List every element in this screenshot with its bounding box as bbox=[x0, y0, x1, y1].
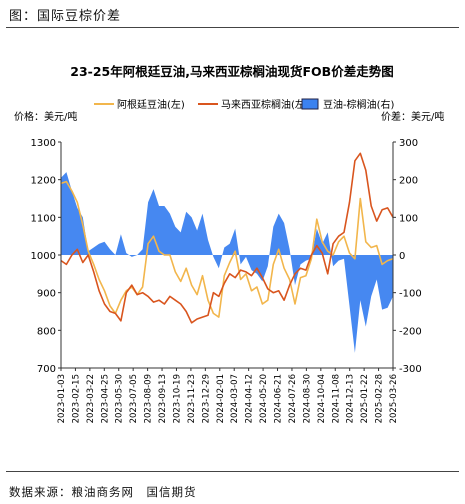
x-tick-label: 2024-12-13 bbox=[346, 374, 356, 423]
right-tick-label: 300 bbox=[399, 138, 418, 149]
chart-legend: 阿根廷豆油(左) 马来西亚棕榈油(左) 豆油-棕榈油(右) bbox=[94, 98, 395, 111]
data-source-note: 数据来源：粮油商务网 国信期货 bbox=[9, 485, 197, 499]
x-tick-label: 2023-05-30 bbox=[115, 374, 125, 423]
plot-area bbox=[60, 152, 394, 353]
x-tick-label: 2023-08-09 bbox=[144, 374, 154, 423]
x-tick-label: 2024-06-21 bbox=[274, 374, 284, 423]
x-tick-label: 2025-03-26 bbox=[389, 374, 399, 423]
right-tick-label: -100 bbox=[399, 289, 422, 300]
bottom-divider bbox=[6, 471, 459, 472]
right-tick-label: 0 bbox=[399, 251, 405, 262]
argentina-soyoil-line bbox=[60, 180, 394, 318]
x-tick-label: 2023-07-05 bbox=[129, 374, 139, 423]
x-tick-label: 2025-02-28 bbox=[375, 374, 385, 423]
left-tick-label: 800 bbox=[37, 326, 56, 337]
right-tick-label: -200 bbox=[399, 326, 422, 337]
x-tick-label: 2025-01-22 bbox=[360, 374, 370, 423]
spread-area bbox=[61, 172, 393, 353]
left-axis-label: 价格：美元/吨 bbox=[14, 110, 77, 123]
x-tick-label: 2024-05-20 bbox=[259, 374, 269, 423]
x-tick-label: 2023-02-15 bbox=[71, 374, 81, 423]
chart-title: 23-25年阿根廷豆油,马来西亚棕榈油现货FOB价差走势图 bbox=[70, 64, 393, 79]
x-tick-label: 2023-10-19 bbox=[172, 374, 182, 423]
left-tick-label: 1200 bbox=[31, 176, 56, 187]
left-tick-label: 900 bbox=[37, 289, 56, 300]
x-tick-label: 2023-04-25 bbox=[100, 374, 110, 423]
x-tick-label: 2024-03-07 bbox=[230, 374, 240, 423]
x-tick-label: 2023-12-29 bbox=[201, 374, 211, 423]
left-tick-label: 1100 bbox=[31, 213, 56, 224]
x-tick-label: 2023-09-13 bbox=[158, 374, 168, 423]
right-tick-label: 100 bbox=[399, 213, 418, 224]
legend-label: 阿根廷豆油(左) bbox=[117, 98, 185, 111]
x-tick-label: 2023-01-03 bbox=[57, 374, 67, 423]
legend-label: 豆油-棕榈油(右) bbox=[323, 98, 395, 111]
left-tick-label: 1300 bbox=[31, 138, 56, 149]
left-tick-label: 1000 bbox=[31, 251, 56, 262]
x-tick-label: 2024-11-08 bbox=[331, 374, 341, 423]
x-tick-label: 2024-07-26 bbox=[288, 374, 298, 423]
x-tick-label: 2024-04-12 bbox=[245, 374, 255, 423]
x-tick-label: 2024-10-04 bbox=[317, 374, 327, 423]
x-tick-label: 2024-08-30 bbox=[302, 374, 312, 423]
legend-label: 马来西亚棕榈油(左) bbox=[221, 98, 309, 111]
figure-header: 图：国际豆棕价差 bbox=[9, 9, 122, 24]
x-tick-label: 2023-03-22 bbox=[86, 374, 96, 423]
right-tick-label: -300 bbox=[399, 364, 422, 375]
axes: 700 800 900 1000 1100 1200 1300 -300 -200 -100 0 10… bbox=[31, 138, 422, 423]
right-axis-label: 价差：美元/吨 bbox=[381, 110, 444, 123]
legend-spread-swatch bbox=[301, 98, 319, 110]
malaysia-palmoil-line bbox=[60, 152, 394, 324]
left-tick-label: 700 bbox=[37, 364, 56, 375]
x-tick-label: 2024-02-01 bbox=[216, 374, 226, 423]
top-divider bbox=[6, 27, 459, 28]
right-tick-label: 200 bbox=[399, 176, 418, 187]
x-tick-label: 2023-11-23 bbox=[187, 374, 197, 423]
